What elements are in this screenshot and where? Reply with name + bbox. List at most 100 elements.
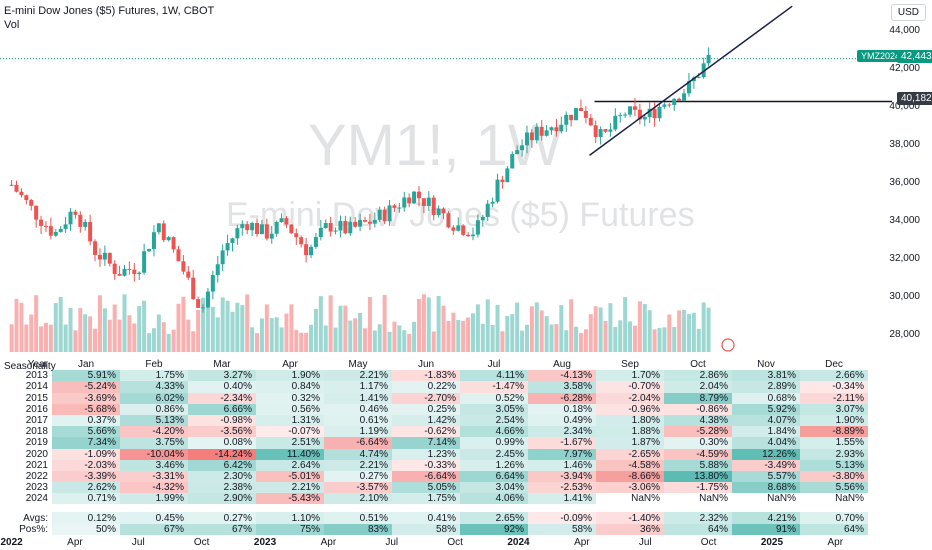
y-tick-label: 40,000	[889, 101, 920, 112]
table-cell: 2.66%	[800, 370, 868, 382]
volume-bar	[137, 306, 142, 352]
volume-bar	[279, 327, 284, 352]
candle-body	[225, 243, 230, 251]
row-label: 2024	[25, 493, 48, 505]
table-cell: 67%	[120, 523, 188, 535]
candle-body	[294, 233, 299, 238]
table-row: 2019 7.34% 3.75% 0.08% 2.51% -6.64% 7.14% 0.99%…	[0, 437, 868, 449]
candle-body	[436, 208, 441, 216]
candle-body	[235, 228, 240, 239]
table-row: 2014 -5.24% 4.33% 0.40% 0.84% 1.17% 0.22% -1.47…	[0, 381, 868, 393]
volume-bar	[63, 324, 68, 352]
candle-body	[672, 98, 677, 105]
table-cell: 0.27%	[324, 470, 392, 483]
table-cell: -2.65%	[596, 448, 664, 460]
row-label: 2023	[25, 482, 48, 494]
table-avgs-row: Avgs: 0.12% 0.45% 0.27% 1.10% 0.51% 0.41% 2.65%…	[0, 512, 868, 524]
currency-button[interactable]: USD	[890, 4, 926, 21]
volume-bar	[461, 320, 466, 352]
volume-bar	[623, 297, 628, 352]
volume-bar	[529, 306, 534, 352]
candle-body	[505, 168, 510, 183]
table-cell: 8.68%	[732, 482, 800, 494]
table-cell: 4.21%	[732, 512, 800, 524]
volume-bar	[686, 313, 691, 352]
volume-bar	[397, 325, 402, 352]
table-cell: 67%	[188, 523, 256, 535]
volume-bar	[78, 308, 83, 352]
candle-body	[677, 98, 682, 101]
candle-body	[269, 233, 274, 239]
candle-body	[318, 228, 323, 238]
candle-body	[161, 223, 166, 241]
volume-bar	[480, 323, 485, 352]
table-cell: 0.08%	[188, 437, 256, 449]
table-cell: 3.07%	[800, 403, 868, 415]
candle-body	[451, 227, 456, 231]
candle-body	[34, 205, 39, 220]
volume-bar	[97, 295, 102, 352]
candle-body	[97, 254, 102, 260]
table-cell: 5.56%	[800, 482, 868, 494]
table-cell: -0.07%	[256, 426, 324, 438]
volume-bar	[441, 305, 446, 352]
candle-body	[88, 221, 93, 242]
volume-bar	[53, 303, 58, 352]
table-cell: 2.51%	[256, 437, 324, 449]
volume-bar	[515, 302, 520, 352]
candle-body	[382, 209, 387, 222]
candle-body	[93, 241, 98, 255]
table-cell: 0.27%	[188, 512, 256, 524]
candle-body	[642, 117, 647, 120]
table-cell: 0.99%	[460, 437, 528, 449]
table-row: 2020 -1.09% -10.04% -14.24% 11.40% 4.74% 1.23%…	[0, 448, 868, 460]
candle-body	[549, 127, 554, 131]
volume-bar	[34, 295, 39, 352]
candle-body	[220, 250, 225, 265]
volume-bar	[407, 333, 412, 352]
table-cell: -5.24%	[52, 381, 120, 393]
seasonality-title: Seasonality	[4, 361, 56, 372]
row-label: 2015	[25, 392, 48, 404]
table-cell: -1.83%	[392, 370, 460, 382]
table-cell: 0.68%	[732, 392, 800, 404]
table-cell: 2.45%	[460, 448, 528, 460]
lightning-icon	[721, 338, 735, 352]
table-cell: 2.21%	[256, 482, 324, 494]
table-row: 2023 2.62% -4.32% 2.38% 2.21% -3.57% 5.05% 3.04…	[0, 482, 868, 494]
candle-body	[78, 214, 83, 227]
candle-body	[367, 221, 372, 224]
volume-bar	[652, 329, 657, 352]
table-cell: -0.96%	[596, 403, 664, 415]
table-cell: 0.71%	[52, 493, 120, 505]
volume-bar	[416, 299, 421, 352]
table-cell: 0.52%	[460, 392, 528, 404]
table-cell: Oct	[690, 359, 706, 371]
table-cell: -5.01%	[256, 470, 324, 483]
candle-body	[250, 222, 255, 231]
table-cell: 2.54%	[460, 414, 528, 427]
volume-bar	[682, 309, 687, 352]
table-cell: -1.40%	[596, 512, 664, 524]
table-cell: 36%	[596, 523, 664, 535]
volume-bar	[593, 306, 598, 352]
table-cell: May	[348, 359, 368, 371]
candle-body	[416, 191, 421, 199]
table-cell: 2.89%	[732, 381, 800, 393]
candle-body	[147, 249, 152, 252]
volume-bar	[549, 324, 554, 352]
candle-body	[112, 263, 117, 274]
candle-body	[24, 195, 29, 201]
table-cell: 2.04%	[664, 381, 732, 393]
volume-bar	[618, 320, 623, 352]
table-cell: 64%	[800, 523, 868, 535]
table-cell: 0.12%	[52, 512, 120, 524]
y-tick-label: 28,000	[889, 329, 920, 340]
table-cell: 5.05%	[392, 482, 460, 494]
candle-body	[441, 208, 446, 214]
volume-bar	[186, 319, 191, 352]
volume-bar	[220, 297, 225, 352]
volume-bar	[304, 332, 309, 352]
